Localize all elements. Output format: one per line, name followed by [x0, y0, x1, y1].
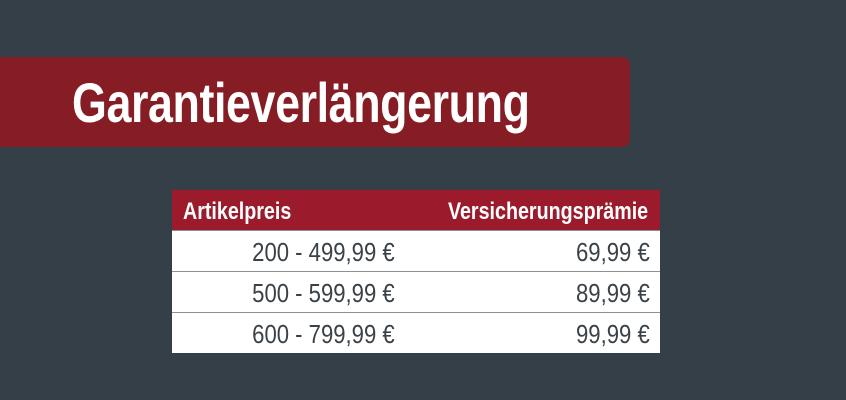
- table-row: 600 - 799,99 € 99,99 €: [172, 312, 660, 353]
- column-header-versicherungspraemie: Versicherungsprämie: [447, 198, 648, 225]
- table-header: Artikelpreis Versicherungsprämie: [172, 190, 660, 230]
- premium-cell: 99,99 €: [576, 319, 650, 349]
- premium-cell: 69,99 €: [576, 237, 650, 267]
- price-range-cell: 600 - 799,99 €: [252, 319, 395, 349]
- title-banner: [0, 57, 630, 147]
- price-range-cell: 500 - 599,99 €: [252, 278, 395, 308]
- column-header-artikelpreis: Artikelpreis: [183, 198, 292, 225]
- price-range-cell: 200 - 499,99 €: [252, 237, 395, 267]
- page-title: Garantieverlängerung: [72, 71, 530, 134]
- table-row: 500 - 599,99 € 89,99 €: [172, 271, 660, 312]
- table-row: 200 - 499,99 € 69,99 €: [172, 230, 660, 271]
- premium-cell: 89,99 €: [576, 278, 650, 308]
- price-table: Artikelpreis Versicherungsprämie 200 - 4…: [172, 190, 660, 353]
